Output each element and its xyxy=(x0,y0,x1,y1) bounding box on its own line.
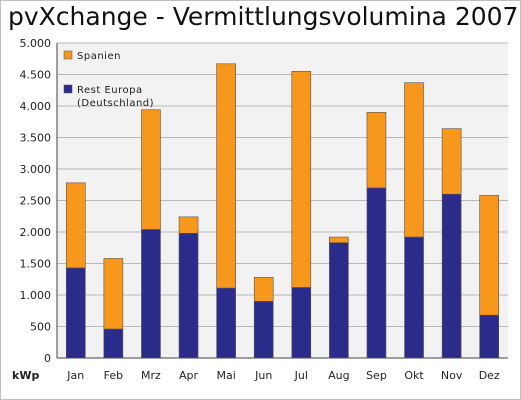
x-tick-label: Mai xyxy=(216,369,235,382)
y-tick-label: 4.500 xyxy=(20,69,52,82)
x-tick-label: Apr xyxy=(179,369,199,382)
y-axis-label: kWp xyxy=(12,369,39,382)
bar-rest-europa xyxy=(253,300,274,359)
legend-label: Spanien xyxy=(77,51,121,62)
x-tick-label: Feb xyxy=(104,369,123,382)
legend-swatch xyxy=(63,50,73,60)
x-tick-label: Jun xyxy=(254,369,272,382)
bar-rest-europa xyxy=(65,267,86,359)
bar-spanien xyxy=(404,82,424,238)
legend-label: Rest Europa xyxy=(77,85,143,96)
bar-spanien xyxy=(441,128,462,195)
bar-spanien xyxy=(65,182,86,269)
x-tick-label: Aug xyxy=(328,369,349,382)
y-tick-label: 3.500 xyxy=(20,132,52,145)
bar-rest-europa xyxy=(366,187,387,359)
x-tick-label: Nov xyxy=(441,369,463,382)
bar-spanien xyxy=(141,109,161,230)
x-tick-label: Dez xyxy=(479,369,500,382)
x-tick-label: Jul xyxy=(294,369,308,382)
bar-spanien xyxy=(216,63,236,289)
bar-rest-europa xyxy=(141,229,161,359)
legend-label: (Deutschland) xyxy=(77,98,154,109)
x-tick-label: Sep xyxy=(366,369,387,382)
y-tick-label: 1.500 xyxy=(20,258,52,271)
bar-spanien xyxy=(253,277,274,302)
bar-spanien xyxy=(329,236,349,244)
bar-spanien xyxy=(479,195,500,316)
y-tick-label: 1.000 xyxy=(20,289,52,302)
y-tick-label: 2.000 xyxy=(20,226,52,239)
x-tick-label: Okt xyxy=(404,369,424,382)
bar-rest-europa xyxy=(216,287,236,359)
x-tick-label: Jan xyxy=(66,369,84,382)
y-tick-label: 500 xyxy=(30,321,51,334)
bar-rest-europa xyxy=(291,287,312,359)
x-tick-label: Mrz xyxy=(141,369,161,382)
bar-rest-europa xyxy=(441,193,462,359)
y-tick-label: 3.000 xyxy=(20,163,52,176)
bar-rest-europa xyxy=(178,232,199,359)
bar-rest-europa xyxy=(329,242,349,359)
legend-swatch xyxy=(63,84,73,94)
bar-rest-europa xyxy=(404,236,424,359)
bar-spanien xyxy=(366,112,387,189)
bar-spanien xyxy=(178,216,199,234)
y-tick-label: 2.500 xyxy=(20,195,52,208)
bar-spanien xyxy=(103,258,124,330)
bar-spanien xyxy=(291,71,312,288)
y-tick-label: 4.000 xyxy=(20,100,52,113)
y-tick-label: 5.000 xyxy=(20,37,52,50)
y-tick-label: 0 xyxy=(44,352,51,365)
chart-title: pvXchange - Vermittlungsvolumina 2007 xyxy=(8,2,519,31)
bar-rest-europa xyxy=(479,314,500,359)
bar-rest-europa xyxy=(103,328,124,359)
